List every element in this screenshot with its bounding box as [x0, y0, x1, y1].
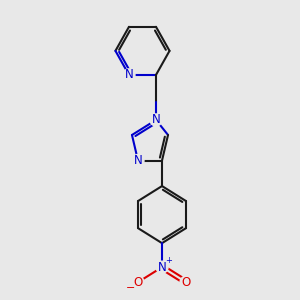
Circle shape: [132, 276, 144, 288]
Circle shape: [132, 154, 144, 166]
Text: O: O: [134, 276, 142, 289]
Text: O: O: [182, 276, 191, 289]
Circle shape: [150, 114, 162, 126]
Circle shape: [123, 69, 135, 81]
Text: N: N: [158, 261, 166, 274]
Text: N: N: [124, 68, 133, 81]
Text: −: −: [126, 283, 135, 292]
Text: +: +: [165, 256, 172, 265]
Text: N: N: [134, 154, 142, 167]
Circle shape: [156, 261, 168, 273]
Circle shape: [180, 276, 192, 288]
Text: N: N: [152, 113, 160, 127]
